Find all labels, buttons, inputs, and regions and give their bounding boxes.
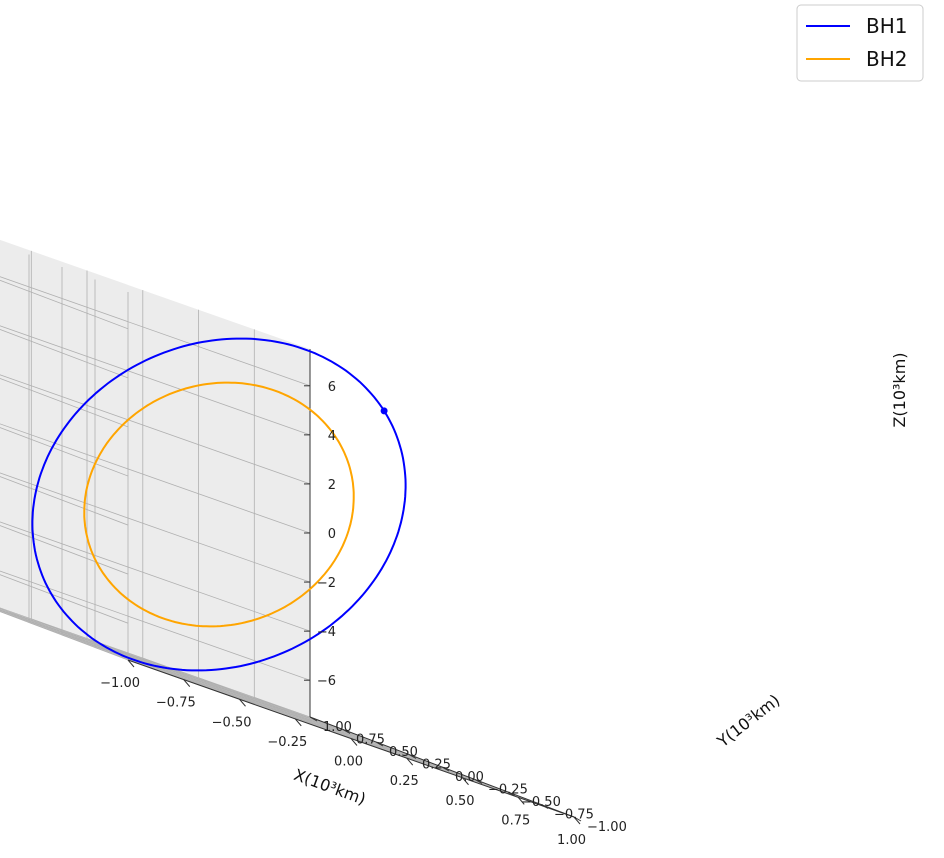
y-grid-line bbox=[0, 607, 311, 718]
y-tick-mark bbox=[309, 716, 318, 722]
y-tick-mark bbox=[408, 754, 417, 759]
x-tick-label: 1.00 bbox=[557, 833, 586, 848]
x-tick-mark bbox=[350, 738, 358, 746]
z-tick-label: 6 bbox=[328, 380, 336, 395]
x-tick-label: 0.75 bbox=[501, 813, 530, 828]
y-tick-label: 0.75 bbox=[356, 733, 385, 748]
orbit-line-bh1 bbox=[31, 337, 407, 672]
z-tick-label: −6 bbox=[317, 674, 336, 689]
z-grid-line bbox=[0, 521, 311, 632]
y-tick-label: −0.75 bbox=[554, 808, 594, 823]
x-tick-label: −0.25 bbox=[267, 735, 307, 750]
orbit-marker-bh1 bbox=[380, 407, 388, 415]
z-grid-line bbox=[0, 276, 311, 387]
y-tick-mark bbox=[474, 779, 483, 784]
y-grid-line bbox=[0, 610, 443, 768]
x-tick-label: 0.00 bbox=[334, 755, 363, 770]
legend-box bbox=[796, 4, 924, 82]
x-tick-mark bbox=[406, 757, 414, 766]
legend: BH1 BH2 bbox=[796, 4, 924, 82]
z-grid-line bbox=[0, 570, 311, 681]
y-tick-label: 0.50 bbox=[389, 745, 418, 760]
y-grid-line bbox=[0, 610, 410, 755]
y-tick-label: 1.00 bbox=[323, 720, 352, 735]
y-tick-mark bbox=[441, 766, 450, 772]
x-tick-mark bbox=[573, 816, 581, 825]
back-wall-pane bbox=[0, 239, 310, 717]
x-tick-mark bbox=[183, 679, 191, 687]
x-tick-mark bbox=[462, 777, 469, 786]
x-tick-mark bbox=[517, 797, 525, 805]
legend-label-bh1: BH1 bbox=[866, 14, 907, 38]
y-grid-line bbox=[0, 608, 344, 730]
z-tick-label: 4 bbox=[328, 429, 336, 444]
y-tick-label: −0.25 bbox=[488, 783, 528, 798]
z-tick-label: −4 bbox=[317, 625, 336, 640]
x-tick-mark bbox=[239, 698, 246, 707]
y-grid-line bbox=[61, 267, 509, 793]
x-axis-label: X(10³km) bbox=[291, 765, 368, 809]
y-tick-mark bbox=[507, 791, 516, 797]
x-tick-mark bbox=[294, 718, 302, 727]
x-tick-label: 0.25 bbox=[390, 774, 419, 789]
y-grid-line bbox=[28, 254, 476, 780]
x-tick-label: −0.75 bbox=[156, 696, 196, 711]
x-grid-line bbox=[309, 349, 575, 818]
y-tick-mark bbox=[540, 804, 549, 809]
orbit-curves bbox=[31, 337, 407, 672]
z-grid-line bbox=[0, 325, 311, 436]
axes-panes bbox=[0, 239, 574, 817]
z-grid-line bbox=[0, 472, 311, 583]
x-tick-label: 0.50 bbox=[446, 794, 475, 809]
z-tick-label: 0 bbox=[328, 527, 336, 542]
y-tick-label: −0.50 bbox=[521, 795, 561, 810]
orbit-line-bh2 bbox=[83, 381, 355, 628]
z-tick-label: 2 bbox=[328, 478, 336, 493]
z-axis-label: Z(10³km) bbox=[890, 352, 909, 427]
y-grid-line bbox=[94, 279, 542, 805]
y-tick-mark bbox=[342, 729, 351, 734]
x-tick-mark bbox=[127, 659, 135, 668]
tick-labels: −1.00−0.75−0.50−0.250.000.250.500.751.00… bbox=[100, 380, 627, 848]
x-tick-label: −0.50 bbox=[212, 715, 252, 730]
y-tick-label: −1.00 bbox=[587, 820, 627, 835]
y-tick-label: 0.25 bbox=[422, 758, 451, 773]
x-tick-label: −1.00 bbox=[100, 676, 140, 691]
z-grid-line bbox=[0, 423, 311, 534]
z-tick-label: −2 bbox=[317, 576, 336, 591]
y-grid-line bbox=[0, 609, 377, 743]
legend-label-bh2: BH2 bbox=[866, 47, 907, 71]
z-grid-line bbox=[0, 374, 311, 485]
y-tick-mark bbox=[573, 816, 582, 822]
y-tick-mark bbox=[375, 741, 384, 747]
y-tick-label: 0.00 bbox=[455, 770, 484, 785]
y-axis-label: Y(10³km) bbox=[713, 690, 784, 751]
